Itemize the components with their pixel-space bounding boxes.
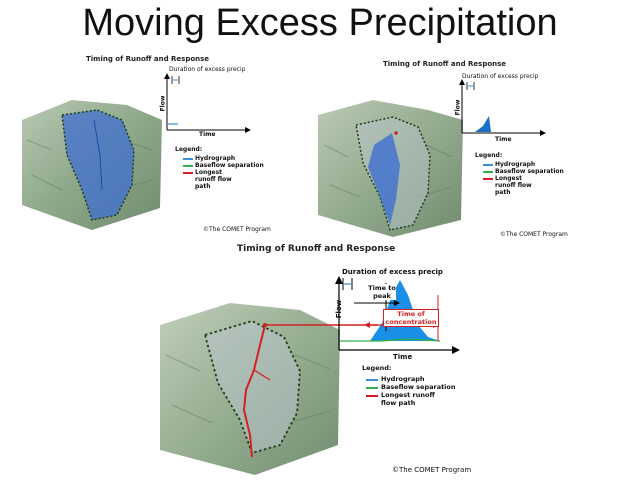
panel-2-legend-hydrograph: Hydrograph [495, 161, 536, 168]
panel-2-legend-baseflow: Baseflow separation [495, 168, 564, 175]
panel-2-credit: ©The COMET Program [500, 231, 568, 238]
panel-3-legend-baseflow: Baseflow separation [381, 383, 456, 391]
panel-2-x-axis-label: Time [495, 136, 512, 143]
panel-3-time-to-peak-label: Time to peak [368, 284, 396, 300]
panel-1-legend-baseflow-swatch [183, 165, 193, 167]
panel-2-terrain-image [318, 100, 463, 237]
panel-1-terrain-image [22, 100, 162, 230]
panel-1-legend-flowpath: Longest runoff flow path [195, 169, 232, 190]
panel-1-legend-hydrograph-swatch [183, 158, 193, 160]
panel-1-x-axis-label: Time [199, 131, 216, 138]
panel-1-title: Timing of Runoff and Response [86, 55, 210, 63]
panel-3-connector-line [263, 323, 378, 327]
panel-1-hydrograph-plot [164, 73, 251, 133]
panel-1-credit: ©The COMET Program [203, 226, 271, 233]
panel-3-legend-flowpath-swatch [366, 395, 378, 397]
panel-3-y-axis-label: Flow [335, 299, 344, 319]
panel-2-y-axis-label: Flow [454, 99, 462, 116]
panel-3-x-axis-label: Time [393, 353, 413, 361]
panel-2-hydrograph-plot [459, 79, 546, 136]
panel-3-legend-baseflow-swatch [366, 387, 378, 389]
panel-2-duration-label: Duration of excess precip [462, 73, 539, 80]
panel-1-duration-label: Duration of excess precip [169, 66, 246, 73]
panel-3-credit: ©The COMET Program [392, 466, 472, 474]
panel-1-legend-baseflow: Baseflow separation [195, 162, 264, 169]
panel-3-title: Timing of Runoff and Response [237, 244, 396, 254]
panel-2-legend-heading: Legend: [475, 152, 503, 159]
panel-1-legend-hydrograph: Hydrograph [195, 155, 236, 162]
panel-3-legend-flowpath: Longest runoff flow path [381, 391, 435, 407]
panel-1-y-axis-label: Flow [159, 95, 167, 112]
panel-3-legend-heading: Legend: [362, 364, 392, 372]
panel-2-legend-baseflow-swatch [483, 171, 493, 173]
slide-title: Moving Excess Precipitation [82, 2, 558, 44]
panel-2-title: Timing of Runoff and Response [383, 60, 507, 68]
panel-3-terrain-image [160, 303, 340, 475]
panel-3-legend-hydrograph: Hydrograph [381, 375, 425, 383]
panel-3-duration-label: Duration of excess precip [342, 268, 443, 276]
panel-1-legend-heading: Legend: [175, 146, 203, 153]
panel-2-legend-hydrograph-swatch [483, 164, 493, 166]
panel-3-time-of-concentration-label: Time of concentration [383, 309, 439, 327]
panel-2-legend-flowpath-swatch [483, 178, 493, 180]
panel-2-legend-flowpath: Longest runoff flow path [495, 175, 532, 196]
panel-3-legend-hydrograph-swatch [366, 379, 378, 381]
panel-1-legend-flowpath-swatch [183, 172, 193, 174]
